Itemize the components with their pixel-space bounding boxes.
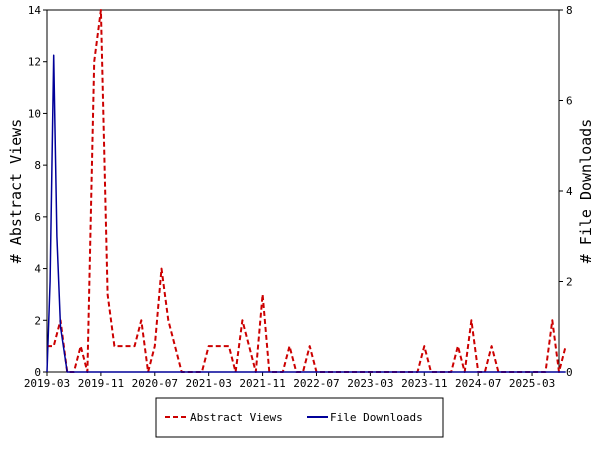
x-tick-label: 2020-07 bbox=[132, 377, 178, 390]
right-y-tick-label: 0 bbox=[566, 366, 573, 379]
right-y-axis-title: # File Downloads bbox=[577, 119, 595, 264]
legend-label-abstract-views: Abstract Views bbox=[190, 411, 283, 424]
left-y-tick-label: 14 bbox=[28, 4, 42, 17]
x-tick-label: 2022-07 bbox=[293, 377, 339, 390]
left-y-tick-label: 4 bbox=[34, 263, 41, 276]
right-y-tick-label: 8 bbox=[566, 4, 573, 17]
left-y-axis-title: # Abstract Views bbox=[7, 119, 25, 264]
right-y-axis-ticks: 0 2 4 6 8 bbox=[559, 4, 573, 379]
x-tick-label: 2021-11 bbox=[239, 377, 285, 390]
left-y-tick-label: 10 bbox=[28, 107, 41, 120]
legend-box bbox=[155, 397, 444, 438]
x-tick-label: 2024-07 bbox=[455, 377, 501, 390]
x-tick-label: 2021-03 bbox=[186, 377, 232, 390]
left-y-tick-label: 8 bbox=[34, 159, 41, 172]
left-y-axis-ticks: 0 2 4 6 8 10 12 14 bbox=[28, 4, 47, 379]
series-layer bbox=[46, 9, 567, 373]
series-line-file-downloads bbox=[46, 54, 566, 373]
plot-area bbox=[46, 9, 560, 373]
right-y-tick-label: 6 bbox=[566, 95, 573, 108]
left-y-tick-label: 6 bbox=[34, 211, 41, 224]
x-tick-label: 2019-03 bbox=[24, 377, 70, 390]
x-tick-label: 2019-11 bbox=[78, 377, 124, 390]
legend-label-file-downloads: File Downloads bbox=[330, 411, 423, 424]
left-y-tick-label: 12 bbox=[28, 56, 41, 69]
legend: Abstract Views File Downloads bbox=[155, 397, 444, 438]
x-tick-label: 2025-03 bbox=[509, 377, 555, 390]
right-y-tick-label: 2 bbox=[566, 276, 573, 289]
left-y-tick-label: 0 bbox=[34, 366, 41, 379]
x-tick-label: 2023-11 bbox=[401, 377, 447, 390]
right-y-tick-label: 4 bbox=[566, 185, 573, 198]
left-y-tick-label: 2 bbox=[34, 314, 41, 327]
x-tick-label: 2023-03 bbox=[347, 377, 393, 390]
x-axis-ticks: 2019-03 2019-11 2020-07 2021-03 2021-11 2022-… bbox=[24, 372, 555, 390]
